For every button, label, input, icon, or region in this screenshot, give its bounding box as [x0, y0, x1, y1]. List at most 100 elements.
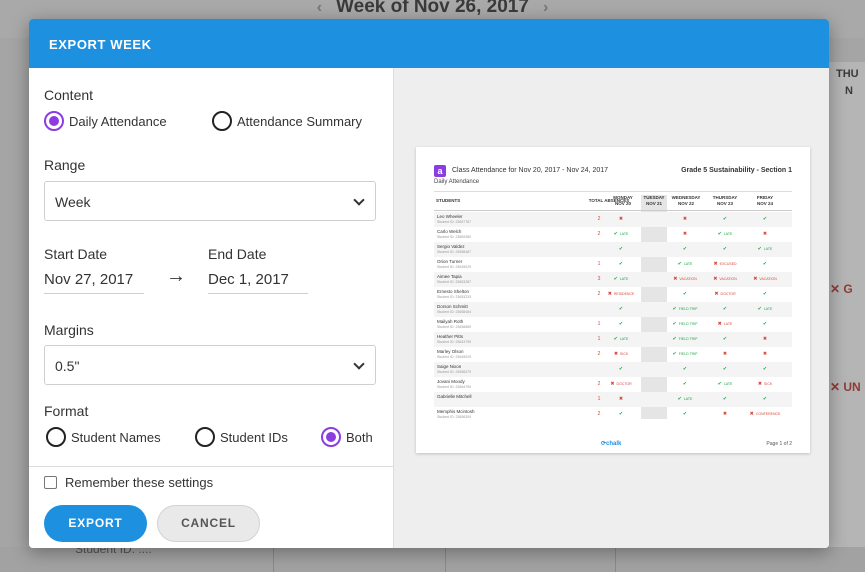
- present-check-icon: ✔ LATE: [613, 231, 629, 237]
- student-id: Student ID: 23869380: [437, 235, 472, 239]
- attendance-tag: LATE: [619, 277, 629, 281]
- student-name: Jovani Moody: [437, 379, 465, 384]
- radio-attendance-summary[interactable]: Attendance Summary: [212, 111, 362, 131]
- total-absences: 2: [597, 351, 601, 357]
- table-row: Aimee Tapia Student ID: 23653287 3 ✔ LATE ✖ VA…: [434, 272, 792, 287]
- total-absences: 2: [597, 381, 601, 387]
- radio-unselected-icon: [212, 111, 232, 131]
- attendance-tag: FIELD TRIP: [678, 352, 698, 356]
- end-date-field[interactable]: Dec 1, 2017: [208, 264, 308, 294]
- divider: [615, 547, 616, 572]
- radio-label: Both: [346, 429, 373, 445]
- student-id: Student ID: 23658689: [437, 325, 472, 329]
- week-navigator: ‹ Week of Nov 26, 2017 ›: [0, 0, 865, 18]
- present-check-icon: ✔ LATE: [677, 261, 693, 267]
- present-check-icon: ✔: [762, 291, 768, 297]
- start-date-label: Start Date: [44, 246, 108, 262]
- present-check-icon: ✔: [618, 261, 624, 267]
- student-name: Carlo Welch: [437, 229, 462, 234]
- column-header-day: FRIDAY NOV 24: [756, 195, 774, 206]
- start-date-field[interactable]: Nov 27, 2017: [44, 264, 144, 294]
- student-name: Memphis Mcintosh: [437, 409, 475, 414]
- table-row: Carlo Welch Student ID: 23869380 2 ✔ LATE ✖ ✔ L…: [434, 227, 792, 242]
- present-check-icon: ✔: [618, 306, 624, 312]
- attendance-tag: VACATION: [719, 277, 737, 281]
- attendance-tag: LATE: [683, 397, 693, 401]
- total-absences: 2: [597, 216, 601, 222]
- student-id: Student ID: 23645029: [437, 265, 472, 269]
- radio-selected-icon: [44, 111, 64, 131]
- present-check-icon: ✔ LATE: [613, 336, 629, 342]
- attendance-tag: LATE: [763, 307, 773, 311]
- student-id: Student ID: 23643799: [437, 340, 472, 344]
- divider: [434, 191, 792, 192]
- export-week-modal: EXPORT WEEK Content Daily Attendance Att…: [29, 19, 829, 548]
- table-row: Saige Nixon Student ID: 23658379 ✔ ✔ ✔ ✔: [434, 362, 792, 377]
- export-preview-document: a Class Attendance for Nov 20, 2017 - No…: [416, 147, 810, 453]
- table-row: Gabrielle Mitchell 1 ✖ ✔ LATE ✔ ✔: [434, 392, 792, 407]
- preview-subtitle: Daily Attendance: [434, 179, 480, 185]
- attendance-tag: SICK: [764, 382, 773, 386]
- attendance-tag: DOCTOR: [616, 382, 632, 386]
- attendance-tag: LATE: [683, 262, 693, 266]
- chevron-down-icon: [353, 194, 365, 206]
- margins-select[interactable]: 0.5": [44, 345, 376, 385]
- absent-x-icon: ✖ DOCTOR: [610, 381, 632, 387]
- absent-x-icon: ✖: [618, 216, 624, 222]
- absent-x-icon: ✖: [618, 396, 624, 402]
- radio-both[interactable]: Both: [321, 427, 373, 447]
- total-absences: 1: [597, 396, 601, 402]
- attendance-tag: EXCUSED: [719, 262, 737, 266]
- table-row: Memphis Mcintosh Student ID: 23656309 2 ✔ ✔ ✖…: [434, 407, 792, 422]
- present-check-icon: ✔ FIELD TRIP: [672, 321, 698, 327]
- present-check-icon: ✔ FIELD TRIP: [672, 336, 698, 342]
- attendance-tag: SICK: [620, 352, 629, 356]
- total-absences: 1: [597, 336, 601, 342]
- radio-unselected-icon: [195, 427, 215, 447]
- student-name: Saige Nixon: [437, 364, 462, 369]
- range-select[interactable]: Week: [44, 181, 376, 221]
- margins-label: Margins: [44, 322, 94, 338]
- chalk-logo: ⟳chalk: [601, 441, 622, 447]
- present-check-icon: ✔: [762, 216, 768, 222]
- present-check-icon: ✔: [762, 261, 768, 267]
- present-check-icon: ✔: [618, 366, 624, 372]
- absent-x-icon: ✖ RESIDENCE: [607, 291, 635, 297]
- student-id: Student ID: 23658487: [437, 250, 472, 254]
- present-check-icon: ✔: [722, 366, 728, 372]
- background-day-date: N: [845, 85, 853, 97]
- chevron-left-icon[interactable]: ‹: [316, 0, 323, 16]
- student-name: Orion Turner: [437, 259, 463, 264]
- modal-header: EXPORT WEEK: [29, 19, 829, 68]
- radio-student-names[interactable]: Student Names: [46, 427, 161, 447]
- present-check-icon: ✔: [682, 411, 688, 417]
- radio-label: Attendance Summary: [237, 113, 363, 129]
- absent-x-icon: ✖ DOCTOR: [714, 291, 736, 297]
- column-header-day: TUESDAY NOV 21: [643, 195, 665, 206]
- remember-settings-checkbox[interactable]: Remember these settings: [44, 475, 213, 490]
- table-row: Dorson Schmitt Student ID: 23658464 ✔ ✔ FIEL…: [434, 302, 792, 317]
- chevron-right-icon[interactable]: ›: [542, 0, 549, 16]
- present-check-icon: ✔: [618, 411, 624, 417]
- background-day-header: THU N: [836, 66, 859, 100]
- arrow-right-icon: →: [166, 265, 186, 287]
- chevron-down-icon: [353, 358, 365, 370]
- present-check-icon: ✔ LATE: [677, 396, 693, 402]
- end-date-label: End Date: [208, 246, 267, 262]
- present-check-icon: ✔ LATE: [613, 276, 629, 282]
- attendance-tag: VACATION: [679, 277, 697, 281]
- absent-x-icon: ✖: [722, 411, 728, 417]
- attendance-tag: LATE: [763, 247, 773, 251]
- radio-daily-attendance[interactable]: Daily Attendance: [44, 111, 167, 131]
- preview-panel: a Class Attendance for Nov 20, 2017 - No…: [393, 68, 829, 548]
- radio-student-ids[interactable]: Student IDs: [195, 427, 288, 447]
- attendance-tag: VACATION: [759, 277, 777, 281]
- cancel-button[interactable]: CANCEL: [157, 505, 260, 542]
- table-row: Ernesto Shelton Student ID: 23653233 2 ✖ RES…: [434, 287, 792, 302]
- export-button[interactable]: EXPORT: [44, 505, 147, 542]
- absent-x-icon: ✖: [762, 351, 768, 357]
- absent-x-icon: ✖ LATE: [717, 321, 733, 327]
- attendance-tag: LATE: [619, 232, 629, 236]
- present-check-icon: ✔: [682, 381, 688, 387]
- attendance-tag: LATE: [619, 337, 629, 341]
